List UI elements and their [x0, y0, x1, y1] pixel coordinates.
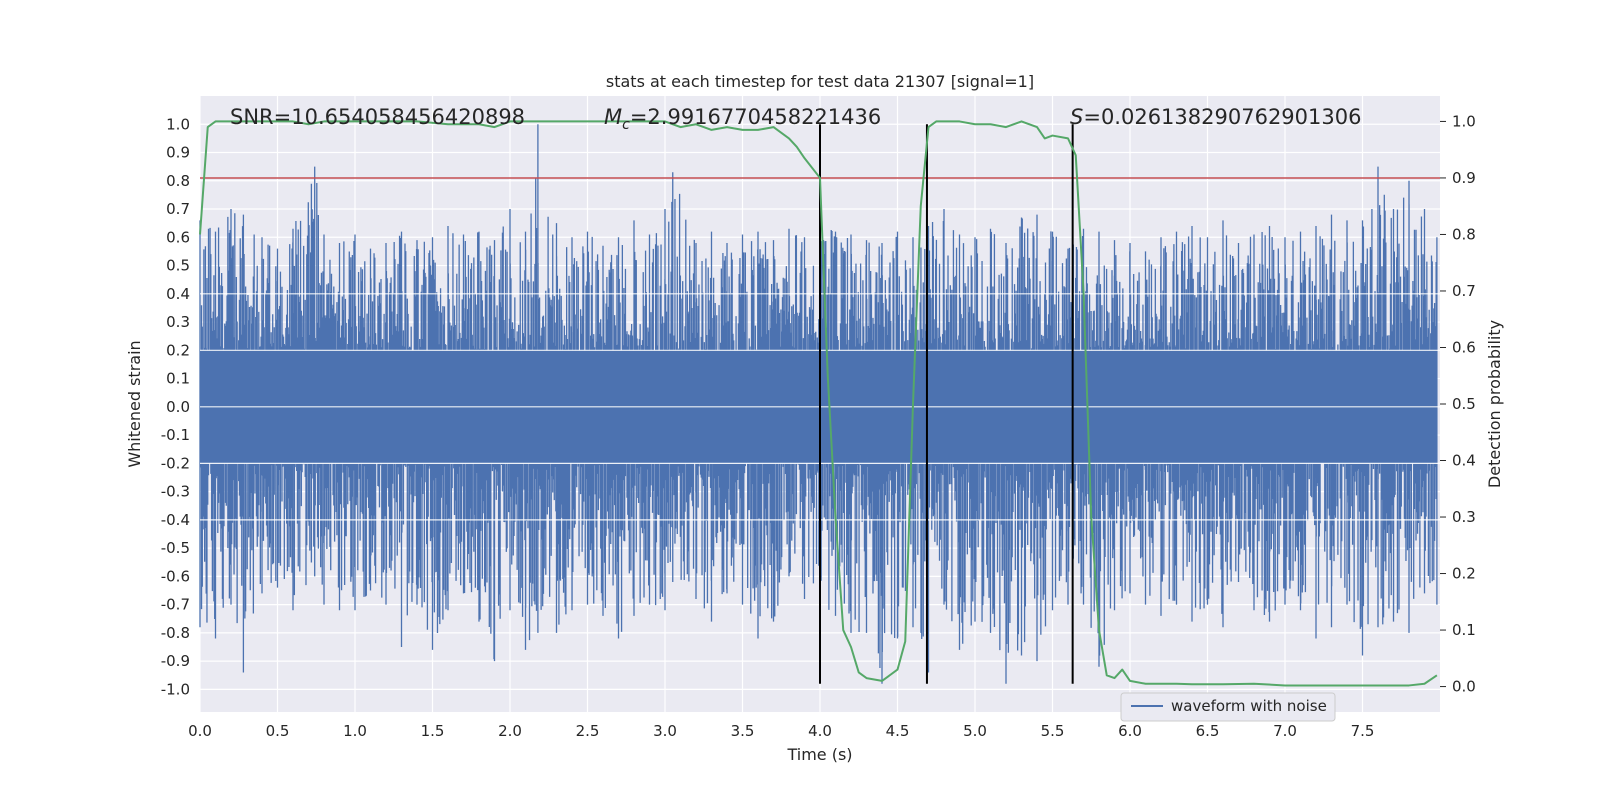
x-tick-label: 4.0	[808, 722, 832, 740]
x-tick-label: 2.5	[576, 722, 600, 740]
x-tick-label: 0.5	[266, 722, 290, 740]
y-tick-label: 0.9	[166, 144, 190, 162]
y-tick-label: -0.6	[161, 567, 190, 585]
y2-tick-label: 0.1	[1452, 621, 1476, 639]
y-tick-label: 0.4	[166, 285, 190, 303]
s-value: =0.026138290762901306	[1083, 105, 1361, 129]
legend-box	[1120, 692, 1336, 722]
y2-tick-label: 1.0	[1452, 112, 1476, 130]
y-tick-label: -0.4	[161, 511, 190, 529]
chirp-mass-value: =2.9916770458221436	[630, 105, 881, 129]
y-tick-label: -1.0	[161, 680, 190, 698]
y-tick-label: -0.7	[161, 596, 190, 614]
x-tick-label: 1.5	[421, 722, 445, 740]
y2-tick-label: 0.9	[1452, 169, 1476, 187]
y2-tick-label: 0.5	[1452, 395, 1476, 413]
x-tick-label: 5.0	[963, 722, 987, 740]
x-tick-label: 7.0	[1273, 722, 1297, 740]
s-annotation: S=0.026138290762901306	[1070, 105, 1361, 129]
y2-tick-label: 0.0	[1452, 678, 1476, 696]
y2-tick-label: 0.6	[1452, 338, 1476, 356]
y-tick-label: 0.6	[166, 228, 190, 246]
y2-tick-label: 0.7	[1452, 282, 1476, 300]
x-tick-label: 2.0	[498, 722, 522, 740]
legend: waveform with noise	[1120, 692, 1336, 722]
y-tick-label: 1.0	[166, 115, 190, 133]
x-tick-label: 4.5	[886, 722, 910, 740]
x-tick-label: 6.0	[1118, 722, 1142, 740]
y-tick-label: 0.1	[166, 370, 190, 388]
x-tick-label: 3.5	[731, 722, 755, 740]
ticks: -1.0 -0.9 -0.8 -0.7 -0.6 -0.5 -0.4 -0.3 -0.2 -0.1…	[161, 112, 1476, 740]
y-tick-label: 0.0	[166, 398, 190, 416]
y2-tick-label: 0.4	[1452, 452, 1476, 470]
y-tick-label: -0.9	[161, 652, 190, 670]
y-tick-label: 0.5	[166, 257, 190, 275]
snr-annotation: SNR=10.654058456420898	[230, 105, 525, 129]
y2-tick-label: 0.3	[1452, 508, 1476, 526]
legend-label: waveform with noise	[1171, 697, 1327, 715]
y-tick-label: -0.5	[161, 539, 190, 557]
probability-line	[199, 120, 1438, 687]
y-tick-label: -0.3	[161, 483, 190, 501]
y-tick-label: 0.7	[166, 200, 190, 218]
x-tick-label: 3.0	[653, 722, 677, 740]
y-axis-label: Whitened strain	[125, 340, 144, 467]
y-tick-label: -0.8	[161, 624, 190, 642]
chart-title: stats at each timestep for test data 213…	[606, 72, 1034, 91]
x-axis-label: Time (s)	[786, 745, 852, 764]
x-tick-label: 0.0	[188, 722, 212, 740]
y-tick-label: -0.2	[161, 454, 190, 472]
x-tick-label: 1.0	[343, 722, 367, 740]
detection-probability-series	[199, 120, 1438, 687]
y2-tick-label: 0.2	[1452, 565, 1476, 583]
waveform-series	[199, 124, 1440, 684]
x-tick-label: 7.5	[1351, 722, 1375, 740]
y-tick-label: -0.1	[161, 426, 190, 444]
y2-axis-label: Detection probability	[1485, 320, 1504, 488]
chirp-mass-annotation: Mc=2.9916770458221436	[604, 105, 881, 133]
x-tick-label: 6.5	[1196, 722, 1220, 740]
y-tick-label: 0.3	[166, 313, 190, 331]
y-tick-label: 0.2	[166, 341, 190, 359]
y-tick-label: 0.8	[166, 172, 190, 190]
y2-tick-label: 0.8	[1452, 225, 1476, 243]
x-tick-label: 5.5	[1041, 722, 1065, 740]
